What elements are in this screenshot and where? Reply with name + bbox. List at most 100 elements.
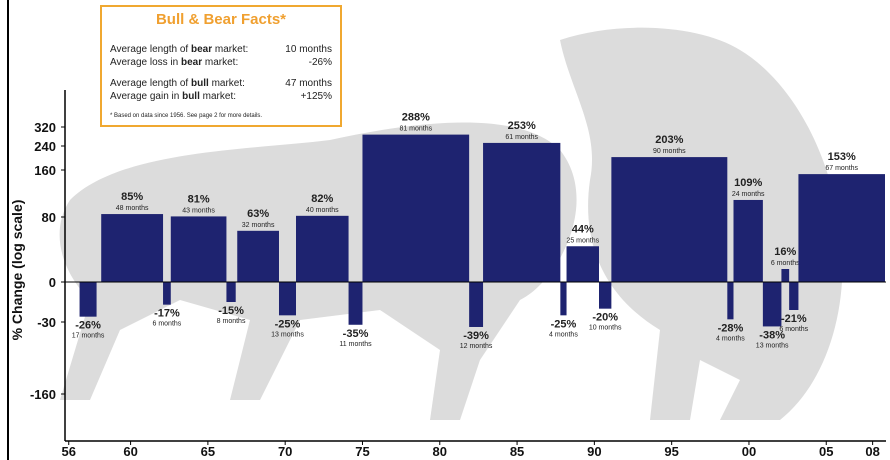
market-bar (237, 231, 279, 282)
change-label: 85% (121, 191, 143, 203)
duration-label: 40 months (306, 207, 339, 214)
fact-label: Average loss in (110, 57, 178, 68)
fact-label: Average length of (110, 78, 188, 89)
fact-label: market: (205, 57, 238, 68)
y-tick-label: 160 (34, 163, 56, 178)
y-tick-label: 0 (49, 275, 56, 290)
fact-label: market: (212, 78, 245, 89)
duration-label: 25 months (566, 237, 599, 244)
duration-label: 6 months (771, 260, 800, 267)
x-tick-label: 75 (355, 444, 369, 459)
change-label: 82% (311, 193, 333, 205)
duration-label: 10 months (589, 325, 622, 332)
market-bar (163, 282, 171, 305)
duration-label: 13 months (271, 331, 304, 338)
market-bar (611, 157, 727, 282)
market-bar (798, 174, 885, 282)
change-label: 16% (774, 246, 796, 258)
x-tick-label: 05 (819, 444, 833, 459)
market-bar (296, 216, 349, 282)
facts-box: Bull & Bear Facts* * Based on data since… (100, 5, 342, 127)
change-label: -35% (343, 328, 369, 340)
duration-label: 6 months (779, 326, 808, 333)
x-tick-label: 70 (278, 444, 292, 459)
fact-row: Average gain in bull market:+125% (110, 91, 332, 104)
change-label: 44% (572, 223, 594, 235)
fact-keyword: bear (181, 57, 202, 68)
duration-label: 43 months (182, 207, 215, 214)
duration-label: 24 months (732, 191, 765, 198)
y-tick-label: 320 (34, 120, 56, 135)
duration-label: 13 months (756, 342, 789, 349)
y-tick-label: 240 (34, 139, 56, 154)
market-bar (567, 246, 599, 282)
y-tick-label: -160 (30, 387, 56, 402)
x-tick-label: 85 (510, 444, 524, 459)
change-label: -15% (218, 305, 244, 317)
x-tick-label: 80 (433, 444, 447, 459)
x-tick-label: 60 (123, 444, 137, 459)
x-tick-label: 95 (664, 444, 678, 459)
change-label: 288% (402, 112, 430, 124)
facts-footnote: * Based on data since 1956. See page 2 f… (110, 113, 262, 119)
x-tick-label: 00 (742, 444, 756, 459)
fact-label: Average gain in (110, 91, 179, 102)
y-tick-label: 80 (42, 210, 56, 225)
change-label: 203% (655, 134, 683, 146)
x-tick-label: 56 (62, 444, 76, 459)
change-label: 253% (508, 120, 536, 132)
duration-label: 8 months (217, 318, 246, 325)
market-bar (349, 282, 363, 325)
change-label: 63% (247, 208, 269, 220)
fact-row: Average length of bull market:47 months (110, 78, 332, 91)
fact-row: Average length of bear market: 10 months (110, 44, 332, 57)
market-bar (727, 282, 733, 319)
duration-label: 6 months (153, 321, 182, 328)
fact-keyword: bear (191, 44, 212, 55)
change-label: -25% (551, 318, 577, 330)
market-bar (80, 282, 97, 317)
duration-label: 67 months (825, 165, 858, 172)
change-label: -21% (781, 313, 807, 325)
market-bar (362, 135, 469, 282)
change-label: 81% (188, 193, 210, 205)
market-bar (226, 282, 235, 302)
fact-row: Average loss in bear market: -26% (110, 57, 332, 70)
fact-label: Average length of (110, 44, 188, 55)
market-bar (560, 282, 566, 315)
market-bar (171, 216, 227, 282)
market-bar (789, 282, 798, 310)
x-tick-label: 08 (865, 444, 879, 459)
duration-label: 17 months (72, 333, 105, 340)
duration-label: 11 months (339, 341, 372, 348)
fact-value: 10 months (285, 44, 332, 55)
duration-label: 81 months (399, 126, 432, 133)
change-label: -26% (75, 320, 101, 332)
market-bar (733, 200, 762, 282)
change-label: -39% (463, 330, 489, 342)
x-tick-label: 65 (201, 444, 215, 459)
fact-value: +125% (301, 91, 332, 102)
change-label: -17% (154, 308, 180, 320)
fact-keyword: bull (191, 78, 209, 89)
fact-value: -26% (309, 57, 332, 68)
duration-label: 90 months (653, 148, 686, 155)
change-label: 153% (828, 151, 856, 163)
fact-label: market: (215, 44, 248, 55)
y-tick-label: -30 (37, 315, 56, 330)
duration-label: 61 months (505, 134, 538, 141)
duration-label: 32 months (242, 222, 275, 229)
fact-keyword: bull (182, 91, 200, 102)
y-axis-label: % Change (log scale) (9, 200, 25, 341)
duration-label: 4 months (549, 331, 578, 338)
market-bar (101, 214, 163, 282)
change-label: -25% (275, 318, 301, 330)
duration-label: 12 months (460, 343, 493, 350)
duration-label: 4 months (716, 335, 745, 342)
x-tick-label: 90 (587, 444, 601, 459)
change-label: -28% (718, 322, 744, 334)
market-bar (483, 143, 560, 282)
market-bar (469, 282, 483, 327)
change-label: -20% (592, 312, 618, 324)
market-bar (763, 282, 782, 326)
